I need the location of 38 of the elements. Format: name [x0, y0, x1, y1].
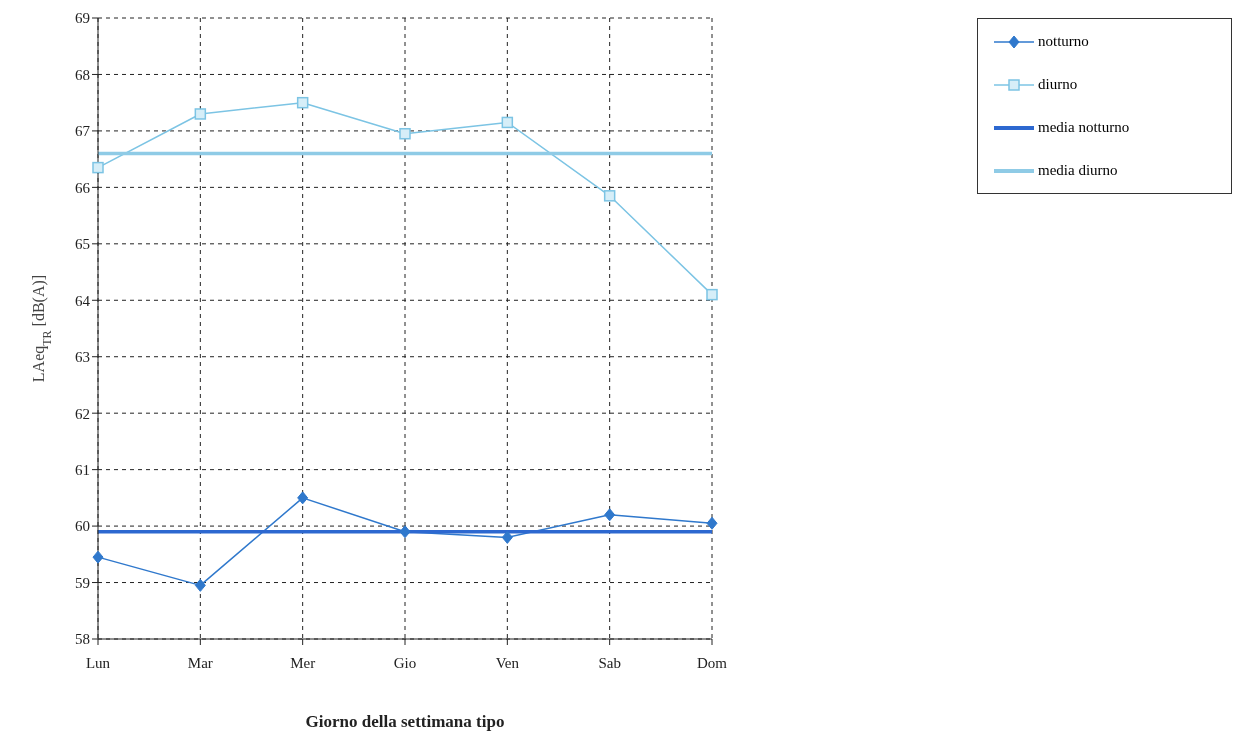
x-tick-label: Ven — [495, 654, 520, 671]
legend-label: media notturno — [1038, 119, 1130, 136]
x-tick-label: Gio — [393, 654, 417, 671]
legend-label: notturno — [1038, 33, 1089, 50]
y-tick-label: 64 — [75, 292, 91, 309]
y-tick-label: 69 — [75, 10, 90, 27]
y-tick-label: 58 — [75, 631, 90, 648]
x-tick-label: Mar — [187, 654, 213, 671]
point — [194, 578, 206, 592]
y-tick-label: 59 — [75, 574, 90, 591]
y-tick-label: 62 — [75, 405, 90, 422]
legend-label: diurno — [1038, 76, 1078, 93]
legend-label: media diurno — [1038, 162, 1118, 179]
point — [194, 108, 207, 120]
y-tick-label: 60 — [75, 518, 90, 535]
x-tick-label: Dom — [697, 654, 728, 671]
point — [399, 525, 411, 539]
y-tick-label: 66 — [75, 179, 91, 196]
x-tick-label: Mer — [290, 654, 316, 671]
y-tick-label: 63 — [75, 349, 90, 366]
point — [399, 127, 411, 140]
point — [604, 508, 616, 522]
point — [297, 491, 309, 505]
point — [706, 288, 718, 301]
point — [92, 161, 104, 174]
y-tick-label: 68 — [75, 66, 90, 83]
x-axis-title: Giorno della settimana tipo — [305, 712, 505, 731]
y-tick-label: 67 — [75, 123, 91, 140]
point — [501, 116, 514, 129]
x-tick-label: Lun — [85, 654, 111, 671]
y-tick-label: 61 — [75, 461, 90, 478]
point — [603, 190, 616, 202]
y-tick-label: 65 — [75, 236, 90, 253]
point — [296, 96, 309, 109]
point — [92, 550, 104, 564]
point — [706, 516, 718, 530]
point — [501, 530, 513, 544]
x-tick-label: Sab — [598, 654, 621, 671]
